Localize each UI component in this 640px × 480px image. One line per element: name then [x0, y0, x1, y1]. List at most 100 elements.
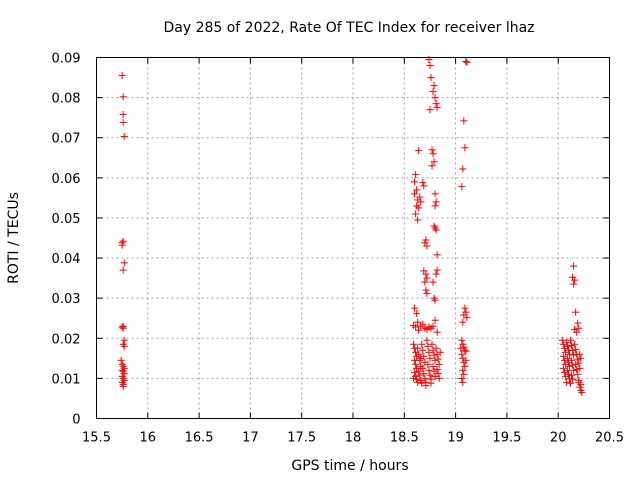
data-point	[419, 179, 427, 187]
data-point	[435, 360, 443, 368]
data-point	[570, 351, 578, 359]
x-tick-label: 18.5	[390, 431, 419, 446]
data-point	[461, 304, 469, 312]
chart-title: Day 285 of 2022, Rate Of TEC Index for r…	[163, 20, 534, 36]
data-point	[430, 82, 438, 90]
data-point	[415, 326, 423, 334]
data-point	[569, 361, 577, 369]
data-point	[558, 336, 566, 344]
data-point	[559, 352, 567, 360]
data-point	[578, 388, 586, 396]
data-point	[577, 354, 585, 362]
data-point	[459, 165, 467, 173]
data-point	[423, 289, 431, 297]
data-point	[421, 374, 429, 382]
data-point	[117, 356, 125, 364]
x-tick-label: 20	[550, 431, 567, 446]
data-point	[575, 378, 583, 386]
data-point	[574, 319, 582, 327]
data-point	[412, 360, 420, 368]
data-point	[567, 379, 575, 387]
data-point	[568, 356, 576, 364]
data-point	[431, 202, 439, 210]
data-point	[559, 364, 567, 372]
data-point	[414, 216, 422, 224]
data-point	[431, 190, 439, 198]
data-point	[431, 316, 439, 324]
data-point	[420, 370, 428, 378]
data-point	[458, 336, 466, 344]
data-point	[120, 259, 128, 267]
x-tick-label: 19.5	[492, 431, 521, 446]
data-point	[426, 371, 434, 379]
data-point	[432, 226, 440, 234]
data-point	[415, 204, 423, 212]
data-point	[568, 341, 576, 349]
data-point	[120, 336, 128, 344]
data-point	[411, 304, 419, 312]
data-point	[460, 343, 468, 351]
x-axis-label: GPS time / hours	[291, 458, 408, 474]
data-point	[572, 360, 580, 368]
y-tick-label: 0.08	[52, 92, 81, 107]
data-point	[427, 74, 435, 82]
data-point	[416, 371, 424, 379]
data-point	[461, 362, 469, 370]
data-point	[568, 371, 576, 379]
data-point	[426, 354, 434, 362]
data-point	[414, 318, 422, 326]
x-tick-labels: 15.5 16 16.5 17 17.5 18 18.5 19 19.5 20 20.5	[82, 431, 624, 446]
data-point	[412, 323, 420, 331]
data-point	[414, 378, 422, 386]
data-point	[429, 88, 437, 96]
y-tick-label: 0.03	[52, 292, 81, 307]
data-point	[433, 251, 441, 259]
data-point	[431, 356, 439, 364]
data-point	[462, 347, 470, 355]
y-axis-label: ROTI / TECUs	[6, 192, 22, 284]
data-point	[572, 346, 580, 354]
data-point	[415, 147, 423, 155]
data-point	[570, 262, 578, 270]
y-tick-label: 0.06	[52, 172, 81, 187]
data-point	[118, 323, 126, 331]
data-point	[423, 336, 431, 344]
data-point	[411, 178, 419, 186]
data-point	[119, 118, 127, 126]
data-point	[119, 93, 127, 101]
data-point	[412, 210, 420, 218]
data-point	[564, 370, 572, 378]
y-tick-labels: 0 0.01 0.02 0.03 0.04 0.05 0.06 0.07 0.08 0.09	[52, 52, 81, 428]
data-point	[421, 278, 429, 286]
data-point	[431, 296, 439, 304]
data-point	[571, 340, 579, 348]
data-point	[424, 360, 432, 368]
data-point	[426, 106, 434, 114]
data-point	[429, 322, 437, 330]
data-point	[411, 190, 419, 198]
data-point	[569, 375, 577, 383]
data-point	[563, 354, 571, 362]
data-point	[433, 104, 441, 112]
data-point	[458, 183, 466, 191]
data-point	[422, 286, 430, 294]
x-tick-label: 20.5	[595, 431, 624, 446]
data-point	[562, 338, 570, 346]
data-point	[433, 366, 441, 374]
x-tick-label: 18	[345, 431, 362, 446]
data-point	[570, 366, 578, 374]
data-point	[414, 344, 422, 352]
data-point	[429, 150, 437, 158]
y-tick-label: 0.01	[52, 372, 81, 387]
data-point	[119, 382, 127, 390]
data-point	[423, 274, 431, 282]
data-point	[413, 309, 421, 317]
y-tick-label: 0.07	[52, 132, 81, 147]
data-point	[459, 366, 467, 374]
data-point	[410, 340, 418, 348]
data-point	[413, 186, 421, 194]
data-point	[415, 367, 423, 375]
data-point	[461, 144, 469, 152]
axis-ticks	[96, 57, 610, 419]
data-point	[432, 100, 440, 108]
